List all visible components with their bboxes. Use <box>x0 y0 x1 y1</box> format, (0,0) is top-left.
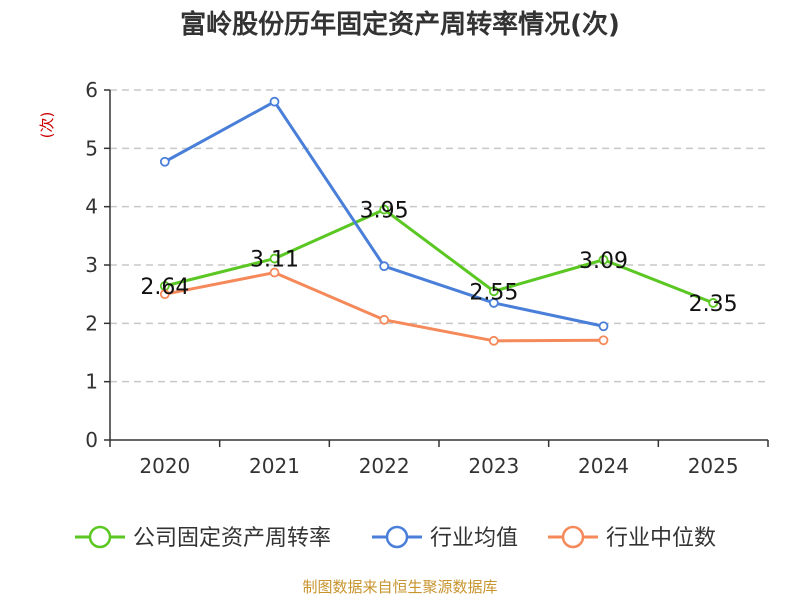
x-tick-label-2024: 2024 <box>578 454 629 478</box>
grid-lines <box>110 89 768 383</box>
data-label-2021: 3.11 <box>250 248 299 273</box>
legend-label-1: 行业均值 <box>430 526 518 551</box>
series-line-2 <box>164 271 604 343</box>
x-tick-label-2023: 2023 <box>468 454 519 478</box>
data-label-2022: 3.95 <box>360 199 409 224</box>
legend-label-0: 公司固定资产周转率 <box>133 526 331 551</box>
y-tick-label-4: 4 <box>85 195 98 219</box>
point-s1-2021 <box>269 96 280 107</box>
source-note: 制图数据来自恒生聚源数据库 <box>302 578 498 596</box>
point-s1-2020 <box>159 156 170 167</box>
chart-title: 富岭股份历年固定资产周转率情况(次) <box>180 10 620 40</box>
point-s0-2024 <box>598 254 609 265</box>
y-tick-label-2: 2 <box>85 311 98 335</box>
point-s1-2023 <box>488 298 499 308</box>
legend-marker-0 <box>88 525 112 549</box>
series-line-0 <box>164 208 714 305</box>
y-tick-label-6: 6 <box>85 78 98 102</box>
y-tick-label-5: 5 <box>85 136 98 160</box>
point-s2-2020 <box>159 289 170 300</box>
data-label-2020: 2.64 <box>140 275 189 300</box>
series-lines <box>159 96 719 346</box>
point-s0-2022 <box>379 204 390 215</box>
legend-marker-1 <box>385 525 409 549</box>
x-tick-label-2022: 2022 <box>359 454 410 478</box>
point-s0-2023 <box>488 286 499 297</box>
y-axis-label: (次) <box>38 112 56 139</box>
data-label-2024: 3.09 <box>579 249 628 274</box>
data-label-2025: 2.35 <box>689 292 738 317</box>
data-labels: 2.64 3.11 3.95 2.55 3.09 2.35 <box>140 199 737 317</box>
point-s2-2023 <box>488 335 499 346</box>
x-tick-label-2021: 2021 <box>249 454 300 478</box>
point-s2-2022 <box>379 314 390 325</box>
legend-marker-2 <box>561 525 585 549</box>
x-tick-label-2020: 2020 <box>139 454 190 478</box>
legend: 公司固定资产周转率 行业均值 行业中位数 <box>75 525 716 551</box>
x-tick-label-2025: 2025 <box>688 454 739 478</box>
point-s2-2024 <box>598 335 609 346</box>
y-tick-label-3: 3 <box>85 253 98 277</box>
data-label-2023: 2.55 <box>469 280 518 305</box>
y-tick-label-1: 1 <box>85 370 98 394</box>
point-s0-2025 <box>708 298 719 308</box>
point-s1-2022 <box>379 261 390 272</box>
axes: 0 1 2 3 4 5 6 (次) 2020 2021 2022 2023 2024 2025 <box>38 78 769 478</box>
point-s2-2021 <box>269 267 280 278</box>
legend-label-2: 行业中位数 <box>606 526 716 551</box>
y-tick-label-0: 0 <box>85 428 98 452</box>
point-s0-2021 <box>269 253 280 264</box>
point-s1-2024 <box>598 321 609 332</box>
